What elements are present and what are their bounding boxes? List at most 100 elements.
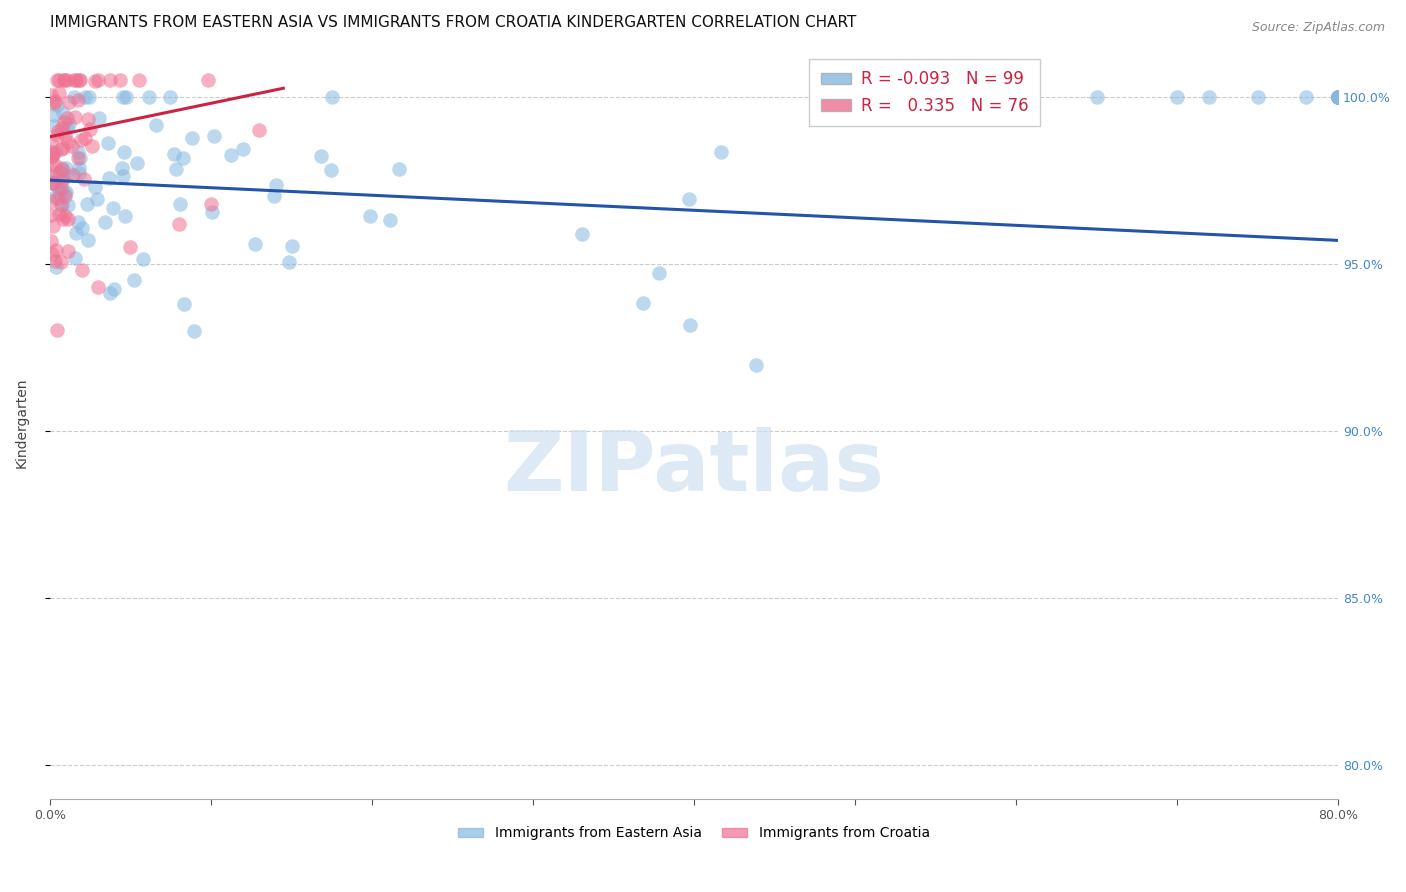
Point (181, 131, 204, 145)
Point (41, 176, 63, 190)
Point (51, 161, 73, 176)
Point (79, 89, 101, 103)
Point (86, 192, 108, 206)
Point (1247, 89, 1270, 103)
Point (264, 178, 287, 192)
Point (359, 209, 381, 223)
Point (247, 123, 270, 137)
Point (49, 187, 72, 202)
Point (46, 97, 69, 112)
Point (53, 73, 76, 87)
Point (52, 170, 75, 185)
Point (169, 196, 191, 211)
Point (108, 73, 131, 87)
Point (131, 252, 153, 266)
Point (49, 197, 72, 211)
Point (53, 209, 76, 223)
Point (127, 156, 149, 170)
Point (46, 128, 69, 143)
Point (44, 94, 66, 108)
Point (39, 234, 62, 248)
Point (87, 112, 110, 126)
Point (45, 260, 67, 274)
Point (46, 123, 69, 137)
Point (75, 131, 97, 145)
Point (97, 171, 120, 186)
Point (128, 73, 150, 87)
Point (42, 108, 65, 122)
Point (87, 73, 110, 87)
Point (145, 118, 167, 132)
Point (51, 161, 73, 175)
Point (53, 115, 76, 129)
Point (232, 142, 254, 156)
Point (94, 215, 117, 229)
Point (97, 136, 120, 150)
Point (115, 89, 138, 103)
Point (219, 148, 242, 162)
Point (84, 179, 107, 194)
Point (63, 73, 86, 87)
Point (103, 282, 125, 296)
Point (60, 138, 83, 153)
Point (67, 166, 90, 180)
Point (112, 89, 135, 103)
Point (66, 93, 89, 107)
Point (84, 74, 107, 88)
Point (66, 145, 89, 159)
Point (44, 177, 66, 191)
Point (44, 190, 66, 204)
Point (49, 181, 72, 195)
Point (56, 121, 79, 136)
Point (263, 189, 285, 203)
Point (65, 251, 87, 265)
Point (58, 117, 80, 131)
Point (1327, 89, 1350, 103)
Point (70, 221, 93, 235)
Point (1295, 89, 1317, 103)
Point (39, 87, 62, 102)
Point (112, 145, 135, 159)
Point (70, 133, 93, 147)
Point (39, 208, 62, 222)
Text: IMMIGRANTS FROM EASTERN ASIA VS IMMIGRANTS FROM CROATIA KINDERGARTEN CORRELATION: IMMIGRANTS FROM EASTERN ASIA VS IMMIGRAN… (49, 15, 856, 30)
Point (58, 212, 80, 227)
Point (41, 176, 63, 190)
Point (75, 89, 97, 103)
Point (46, 323, 69, 337)
Point (44, 158, 66, 172)
Point (51, 121, 73, 136)
Point (101, 201, 124, 215)
Point (76, 112, 98, 126)
Point (201, 205, 224, 219)
Point (79, 121, 101, 136)
Point (1327, 89, 1350, 103)
Point (41, 247, 63, 261)
Point (745, 358, 768, 372)
Point (1166, 89, 1188, 103)
Point (48, 191, 70, 205)
Point (1327, 89, 1350, 103)
Point (1327, 89, 1350, 103)
Point (167, 217, 190, 231)
Legend: Immigrants from Eastern Asia, Immigrants from Croatia: Immigrants from Eastern Asia, Immigrants… (453, 821, 935, 846)
Point (1327, 89, 1350, 103)
Point (45, 244, 67, 258)
Point (319, 162, 342, 177)
Point (63, 111, 86, 125)
Point (243, 236, 266, 251)
Point (76, 196, 98, 211)
Point (80, 138, 103, 153)
Point (98, 286, 121, 301)
Point (48, 86, 70, 100)
Point (41, 165, 63, 179)
Point (76, 233, 98, 247)
Point (172, 151, 194, 165)
Point (112, 169, 135, 183)
Text: ZIPatlas: ZIPatlas (503, 427, 884, 508)
Point (69, 73, 91, 87)
Point (48, 73, 70, 87)
Point (53, 186, 76, 201)
Point (46, 180, 69, 194)
Point (39, 194, 62, 208)
